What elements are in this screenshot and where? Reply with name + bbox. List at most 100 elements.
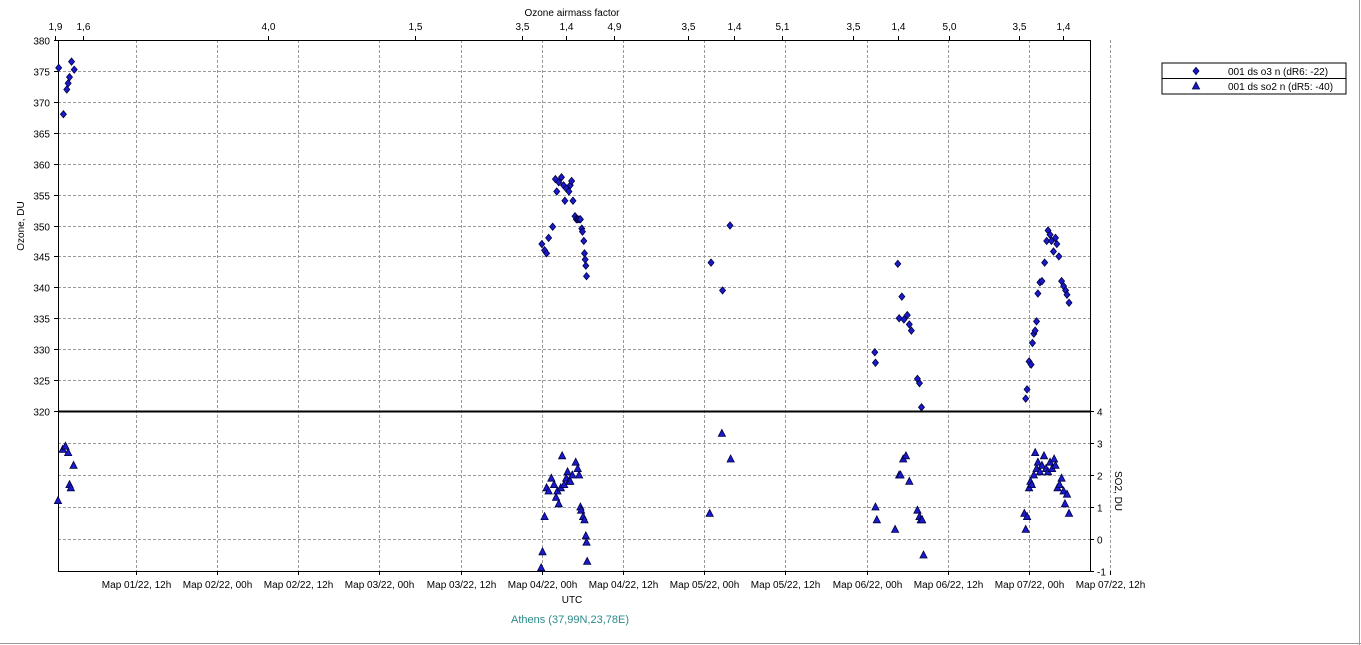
ozone-point bbox=[707, 258, 715, 267]
ozone-point bbox=[894, 259, 902, 269]
x-tick-label: Мар 02/22, 00h bbox=[183, 580, 253, 591]
ozone-point bbox=[55, 63, 63, 73]
grid bbox=[58, 40, 1111, 571]
top-tick-label: 3,5 bbox=[516, 22, 530, 33]
so2-point bbox=[705, 508, 714, 517]
ozone-point bbox=[63, 85, 71, 94]
legend-label-so2: 001 ds so2 n (dR5: -40) bbox=[1228, 82, 1333, 93]
ozone-tick-label: 380 bbox=[33, 37, 50, 48]
ozone-point bbox=[917, 403, 926, 412]
so2-point bbox=[547, 473, 556, 482]
x-tick-label: Мар 02/22, 12h bbox=[264, 580, 334, 591]
x-tick-label: Мар 06/22, 00h bbox=[833, 580, 903, 591]
ozone-point bbox=[1031, 326, 1039, 335]
so2-point bbox=[566, 476, 575, 485]
ozone-tick-label: 355 bbox=[33, 192, 50, 203]
ozone-point bbox=[915, 378, 923, 388]
ozone-point bbox=[1065, 298, 1073, 308]
top-tick-label: 4,9 bbox=[608, 22, 622, 33]
so2-point bbox=[582, 556, 592, 565]
so2-point bbox=[1022, 511, 1032, 520]
so2-axis-title: SO2, DU bbox=[1112, 471, 1123, 511]
ozone-point bbox=[1023, 385, 1031, 394]
so2-point bbox=[1033, 457, 1043, 466]
so2-point bbox=[1027, 479, 1037, 489]
so2-point bbox=[726, 454, 735, 463]
top-axis-title: Ozone airmass factor bbox=[524, 8, 620, 19]
top-tick-label: 1,4 bbox=[892, 22, 906, 33]
ozone-point bbox=[903, 310, 911, 320]
so2-point bbox=[919, 550, 928, 559]
ozone-tick-label: 350 bbox=[33, 223, 50, 234]
so2-point bbox=[571, 457, 580, 466]
ozone-point bbox=[569, 196, 577, 205]
ozone-point bbox=[59, 109, 67, 119]
window-right-border bbox=[1359, 0, 1360, 645]
ozone-tick-label: 345 bbox=[33, 253, 50, 264]
ozone-tick-label: 325 bbox=[33, 377, 50, 388]
ozone-point bbox=[576, 215, 584, 224]
so2-point bbox=[573, 463, 582, 473]
so2-point bbox=[717, 428, 727, 437]
ozone-point bbox=[65, 72, 74, 82]
ozone-point bbox=[895, 314, 903, 323]
so2-point bbox=[1039, 450, 1049, 460]
so2-point bbox=[901, 450, 911, 460]
x-tick-label: Мар 01/22, 12h bbox=[102, 580, 172, 591]
ozone-point bbox=[898, 292, 906, 301]
so2-point bbox=[1059, 486, 1068, 495]
so2-point bbox=[1049, 454, 1059, 463]
so2-point bbox=[913, 505, 922, 514]
ozone-point bbox=[907, 326, 915, 335]
ozone-point bbox=[871, 348, 879, 357]
so2-point bbox=[1060, 498, 1070, 508]
so2-point bbox=[1051, 460, 1060, 469]
so2-point bbox=[580, 514, 589, 524]
ozone-point bbox=[68, 57, 76, 66]
ozone-tick-label: 335 bbox=[33, 315, 50, 326]
ozone-point bbox=[553, 187, 561, 196]
ozone-point bbox=[538, 239, 546, 249]
so2-tick-label: 0 bbox=[1097, 536, 1103, 547]
so2-point bbox=[538, 546, 547, 556]
ozone-tick-label: 365 bbox=[33, 130, 50, 141]
ozone-point bbox=[1034, 289, 1042, 298]
top-tick-label: 3,5 bbox=[847, 22, 861, 33]
so2-point bbox=[1062, 489, 1072, 498]
x-tick-label: Мар 05/22, 12h bbox=[751, 580, 821, 591]
ozone-point bbox=[1022, 394, 1030, 403]
so2-point bbox=[66, 482, 76, 492]
ozone-point bbox=[580, 249, 589, 258]
legend[interactable]: 001 ds o3 n (dR6: -22) 001 ds so2 n (dR5… bbox=[1161, 62, 1347, 95]
ozone-point bbox=[561, 196, 569, 205]
x-tick-label: Мар 05/22, 00h bbox=[670, 580, 740, 591]
so2-point bbox=[1057, 473, 1066, 482]
x-axis-title: UTC bbox=[562, 595, 583, 606]
legend-diamond-icon bbox=[1192, 66, 1200, 76]
ozone-tick-label: 340 bbox=[33, 284, 50, 295]
so2-point bbox=[551, 492, 561, 501]
so2-point bbox=[1021, 524, 1030, 533]
so2-point bbox=[554, 498, 564, 508]
plot-frame bbox=[58, 40, 1091, 572]
ozone-point bbox=[1041, 258, 1049, 267]
ozone-tick-label: 375 bbox=[33, 68, 50, 79]
legend-triangle-icon bbox=[1191, 81, 1201, 90]
so2-point bbox=[896, 470, 905, 479]
so2-tick-label: 3 bbox=[1097, 440, 1103, 451]
ozone-point bbox=[568, 176, 576, 186]
so2-point bbox=[1064, 508, 1074, 517]
ozone-point bbox=[64, 79, 72, 88]
ozone-point bbox=[565, 187, 573, 196]
legend-label-o3: 001 ds o3 n (dR6: -22) bbox=[1228, 67, 1328, 78]
top-tick-label: 5,0 bbox=[943, 22, 957, 33]
ozone-point bbox=[1047, 236, 1055, 246]
so2-point bbox=[905, 476, 914, 485]
ozone-tick-label: 360 bbox=[33, 161, 50, 172]
ozone-point bbox=[555, 177, 563, 187]
so2-tick-label: 4 bbox=[1097, 408, 1103, 419]
ozone-point bbox=[582, 261, 590, 270]
ozone-point bbox=[1063, 290, 1071, 299]
so2-point bbox=[1030, 447, 1040, 457]
